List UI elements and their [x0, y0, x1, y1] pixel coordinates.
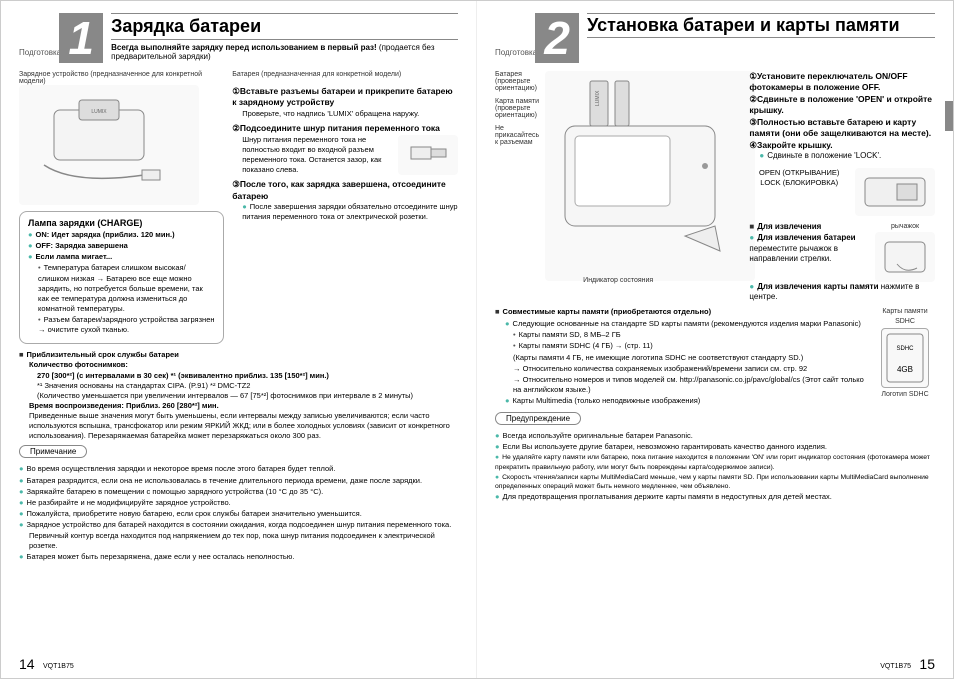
note-tag: Примечание — [19, 445, 87, 458]
life-n2: (Количество уменьшается при увеличении и… — [19, 391, 458, 401]
step-number-1: 1 — [59, 13, 103, 63]
subtitle-bold: Всегда выполняйте зарядку перед использо… — [111, 43, 377, 52]
life-n1: *¹ Значения основаны на стандартах CIPA.… — [19, 381, 458, 391]
r-battery-label: Батарея (проверьте ориентацию) — [495, 71, 539, 92]
life-h2: Количество фотоснимков: — [29, 360, 128, 369]
lock-label: LOCK (БЛОКИРОВКА) — [749, 178, 849, 188]
camera-illustration: LUMIX — [545, 71, 755, 281]
step3-title: ③После того, как зарядка завершена, отсо… — [232, 179, 458, 202]
subtitle-left: Всегда выполняйте зарядку перед использо… — [111, 40, 458, 61]
sdhc-card-label: Карты памяти SDHC — [875, 307, 935, 326]
lever-label: рычажок — [875, 222, 935, 231]
svg-text:LUMIX: LUMIX — [595, 90, 601, 106]
warning-tag: Предупреждение — [495, 412, 581, 425]
step1-body: Проверьте, что надпись 'LUMIX' обращена … — [232, 109, 458, 119]
charge-lamp-box: Лампа зарядки (CHARGE) ON: Идет зарядка … — [19, 211, 224, 344]
rstep4b: Сдвиньте в положение 'LOCK'. — [749, 151, 935, 162]
charger-illustration: LUMIX — [19, 85, 199, 205]
sdhc-card-illustration: SDHC 4GB — [881, 328, 929, 388]
rstep3: ③Полностью вставьте батарею и карту памя… — [749, 117, 935, 140]
warnings-list: Всегда используйте оригинальные батареи … — [495, 431, 935, 502]
title-left: Зарядка батареи — [111, 13, 458, 40]
cord-label: Шнур питания переменного тока — [242, 135, 356, 144]
svg-text:LUMIX: LUMIX — [91, 109, 107, 115]
r-card-label: Карта памяти (проверьте ориентацию) — [495, 98, 539, 119]
step-number-2: 2 — [535, 13, 579, 63]
svg-text:SDHC: SDHC — [896, 346, 914, 352]
step2-title: ②Подсоедините шнур питания переменного т… — [232, 123, 458, 134]
battery-label: Батарея (предназначенная для конкретной … — [232, 71, 458, 78]
life-body: Приведенные выше значения могут быть уме… — [19, 411, 458, 441]
charger-label: Зарядное устройство (предназначенное для… — [19, 71, 224, 85]
cards-h: Совместимые карты памяти (приобретаются … — [503, 307, 712, 316]
prep-label-right: Подготовка — [495, 48, 537, 63]
rstep1: ①Установите переключатель ON/OFF фотокам… — [749, 71, 935, 94]
r-notouch-label: Не прикасайтесь к разъемам — [495, 125, 539, 146]
rstep2: ②Сдвиньте в положение 'OPEN' и откройте … — [749, 94, 935, 117]
side-tab — [945, 101, 953, 131]
open-label: OPEN (ОТКРЫВАНИЕ) — [749, 168, 849, 178]
life-v1: 270 [300*²] (с интервалами в 30 сек) *¹ … — [37, 371, 329, 380]
life-h3: Время воспроизведения: Приблиз. 260 [280… — [29, 401, 219, 410]
title-right: Установка батареи и карты памяти — [587, 13, 935, 38]
extract-illustration — [875, 232, 935, 282]
notes-list: Во время осуществления зарядки и некотор… — [19, 464, 458, 562]
doc-code-right: VQT1B75 — [880, 663, 911, 670]
doc-code-left: VQT1B75 — [43, 663, 74, 670]
svg-text:4GB: 4GB — [897, 365, 913, 374]
lock-illustration — [855, 168, 935, 216]
life-h1: Приблизительный срок службы батареи — [27, 350, 179, 359]
prep-label-left: Подготовка — [19, 48, 61, 63]
page-num-15: 15 — [919, 656, 935, 672]
charge-box-title: Лампа зарядки (CHARGE) — [28, 218, 215, 228]
rstep4: ④Закройте крышку. — [749, 140, 935, 151]
step1-title: ①Вставьте разъемы батареи и прикрепите б… — [232, 86, 458, 109]
plug-illustration — [398, 135, 458, 175]
sdhc-logo-label: Логотип SDHC — [875, 390, 935, 399]
page-num-14: 14 — [19, 656, 35, 672]
step3-body: После завершения зарядки обязательно отс… — [232, 202, 458, 222]
extract-h: Для извлечения — [757, 222, 821, 231]
